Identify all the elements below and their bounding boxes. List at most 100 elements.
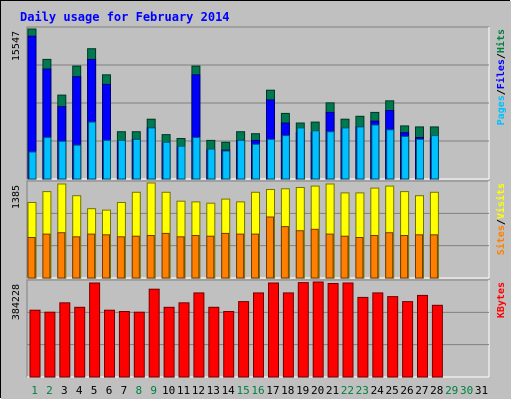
bar-kbytes-2	[44, 311, 56, 378]
x-tick-label: 25	[385, 384, 398, 397]
x-tick-label: 24	[371, 384, 385, 397]
x-tick-label: 22	[341, 384, 354, 397]
bar-pages-23	[356, 126, 365, 180]
x-tick-label: 23	[356, 384, 369, 397]
x-tick-label: 4	[76, 384, 83, 397]
bar-pages-12	[192, 137, 201, 180]
bar-pages-3	[58, 140, 67, 180]
legend-item: Pages	[496, 95, 507, 125]
bar-pages-8	[132, 138, 141, 180]
x-tick-label: 21	[326, 384, 339, 397]
x-tick-label: 28	[430, 384, 443, 397]
bar-pages-10	[162, 141, 171, 180]
bar-kbytes-13	[208, 306, 220, 378]
bar-pages-7	[117, 139, 126, 180]
bar-kbytes-15	[238, 301, 250, 378]
bar-sites-22	[340, 235, 349, 279]
legend-label: KBytes	[496, 282, 507, 318]
bar-sites-24	[370, 235, 379, 279]
bar-pages-1	[28, 151, 37, 180]
bar-sites-12	[191, 235, 200, 279]
bar-kbytes-1	[29, 309, 41, 378]
bar-kbytes-16	[253, 292, 264, 378]
bar-sites-26	[400, 235, 409, 279]
bar-sites-15	[236, 233, 245, 279]
x-tick-label: 3	[61, 384, 68, 397]
bar-sites-18	[280, 226, 289, 279]
bar-sites-27	[415, 234, 423, 279]
bar-pages-27	[416, 138, 424, 180]
bar-sites-4	[72, 236, 81, 279]
legend-label: Sites/Visits	[495, 183, 507, 255]
x-tick-label: 31	[475, 384, 488, 397]
bar-kbytes-5	[89, 282, 101, 378]
x-tick-label: 26	[400, 384, 413, 397]
legend-item: Hits	[495, 29, 507, 53]
bar-sites-5	[87, 233, 96, 279]
y-tick-label: 15547	[11, 31, 22, 61]
x-tick-label: 8	[135, 384, 142, 397]
bar-sites-23	[355, 237, 364, 279]
bar-sites-14	[221, 232, 230, 279]
x-tick-label: 10	[162, 384, 175, 397]
bar-kbytes-27	[417, 294, 428, 378]
y-tick-label: 384228	[11, 284, 22, 320]
bar-pages-28	[430, 135, 439, 180]
bar-sites-10	[161, 232, 170, 279]
legend-label: Pages/Files/Hits	[495, 29, 507, 125]
x-tick-label: 12	[192, 384, 205, 397]
bar-pages-5	[88, 121, 97, 180]
bar-pages-9	[147, 127, 156, 180]
bar-pages-19	[296, 127, 305, 180]
bar-kbytes-25	[387, 296, 399, 378]
bar-kbytes-3	[59, 302, 71, 378]
bar-sites-20	[310, 228, 319, 279]
legend-item: KBytes	[496, 282, 507, 318]
bar-kbytes-14	[223, 311, 235, 378]
x-tick-label: 2	[46, 384, 53, 397]
bar-sites-11	[176, 236, 185, 279]
x-tick-label: 27	[415, 384, 428, 397]
bar-kbytes-17	[268, 282, 279, 378]
bar-kbytes-8	[133, 311, 145, 378]
bar-pages-22	[341, 127, 350, 180]
bar-kbytes-11	[178, 302, 190, 378]
y-tick-label: 1385	[11, 185, 22, 209]
bar-sites-25	[385, 232, 394, 279]
bar-sites-13	[206, 235, 215, 279]
x-tick-label: 6	[106, 384, 113, 397]
x-tick-label: 29	[445, 384, 458, 397]
bar-pages-6	[103, 139, 111, 180]
bar-pages-20	[311, 130, 320, 180]
panel-2: 384228 KBytes	[11, 279, 507, 378]
bar-sites-16	[251, 233, 259, 279]
bar-sites-8	[131, 235, 140, 279]
bar-pages-26	[401, 136, 410, 180]
x-tick-label: 1	[31, 384, 38, 397]
bar-sites-6	[102, 234, 110, 279]
bar-pages-15	[237, 139, 246, 180]
x-tick-label: 18	[281, 384, 294, 397]
x-tick-label: 11	[177, 384, 190, 397]
bar-kbytes-21	[327, 283, 339, 378]
bar-pages-18	[281, 135, 290, 180]
legend-item: /	[496, 89, 507, 95]
legend-item: /	[496, 219, 507, 225]
bar-sites-2	[42, 233, 51, 279]
bar-kbytes-12	[193, 292, 205, 378]
legend-item: Sites	[495, 225, 507, 255]
bar-pages-16	[252, 143, 260, 180]
bar-kbytes-24	[372, 292, 384, 378]
chart-title: Daily usage for February 2014	[20, 10, 230, 24]
bar-sites-21	[325, 233, 334, 279]
x-tick-label: 14	[222, 384, 236, 397]
bar-sites-1	[27, 237, 36, 279]
x-tick-label: 9	[150, 384, 157, 397]
x-tick-label: 13	[207, 384, 220, 397]
bar-kbytes-26	[402, 301, 414, 378]
bar-sites-28	[429, 234, 438, 279]
x-tick-label: 16	[251, 384, 264, 397]
